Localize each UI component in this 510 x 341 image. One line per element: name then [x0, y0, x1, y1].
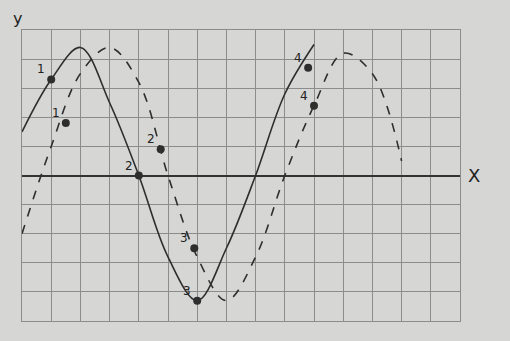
svg-text:4: 4 [300, 89, 308, 103]
svg-text:3: 3 [183, 284, 191, 298]
svg-text:2: 2 [147, 132, 155, 146]
svg-text:1: 1 [37, 62, 45, 76]
svg-text:3: 3 [180, 231, 188, 245]
svg-text:1: 1 [52, 106, 60, 120]
svg-text:2: 2 [125, 159, 133, 173]
svg-text:X: X [468, 165, 480, 186]
svg-text:y: y [13, 9, 22, 28]
svg-text:4: 4 [294, 51, 302, 65]
